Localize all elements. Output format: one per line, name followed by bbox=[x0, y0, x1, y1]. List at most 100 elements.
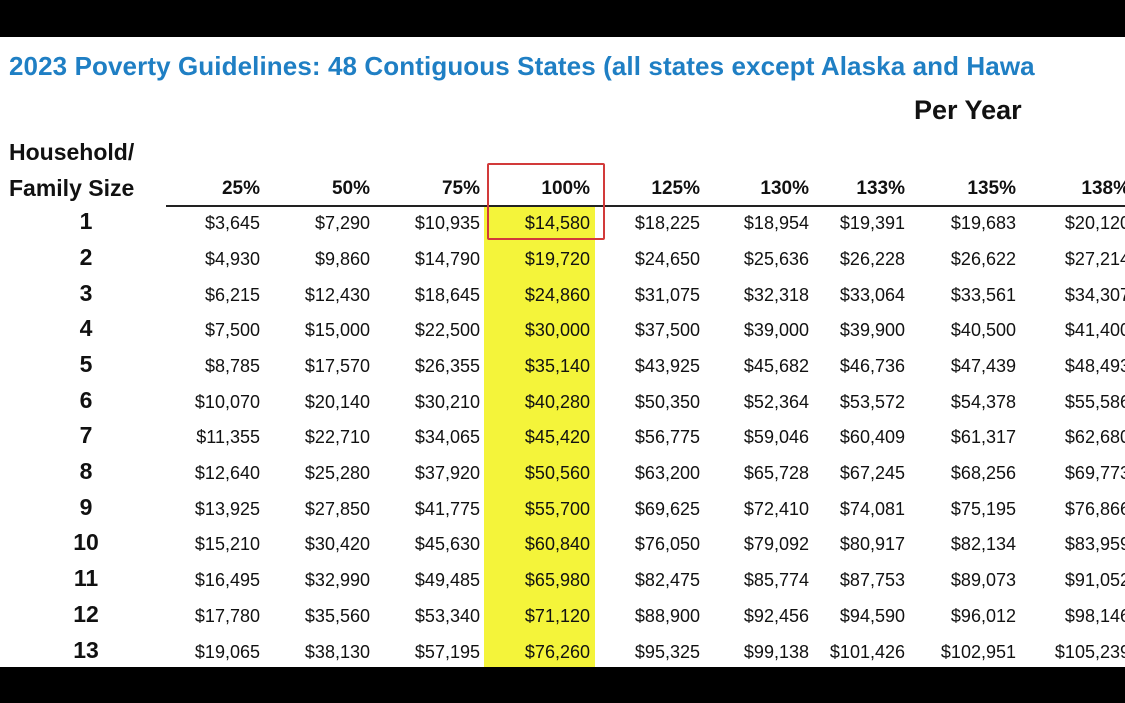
spreadsheet-view: 2023 Poverty Guidelines: 48 Contiguous S… bbox=[0, 37, 1125, 667]
table-cell: $34,307 bbox=[1064, 285, 1125, 305]
table-cell: $53,340 bbox=[414, 606, 480, 626]
table-cell: $35,140 bbox=[524, 356, 590, 376]
table-cell: $62,680 bbox=[1064, 427, 1125, 447]
table-cell: $48,493 bbox=[1064, 356, 1125, 376]
table-cell: $65,728 bbox=[743, 463, 809, 483]
table-cell: $33,561 bbox=[950, 285, 1016, 305]
table-cell: $83,959 bbox=[1064, 534, 1125, 554]
table-cell: $24,860 bbox=[524, 285, 590, 305]
table-cell: $53,572 bbox=[839, 392, 905, 412]
table-cell: $32,990 bbox=[304, 570, 370, 590]
table-cell: $8,785 bbox=[204, 356, 260, 376]
table-cell: $80,917 bbox=[839, 534, 905, 554]
table-cell: $59,046 bbox=[743, 427, 809, 447]
table-cell: $17,780 bbox=[194, 606, 260, 626]
family-size-cell: 4 bbox=[79, 315, 93, 341]
table-cell: $69,625 bbox=[634, 499, 700, 519]
table-cell: $27,214 bbox=[1064, 249, 1125, 269]
table-cell: $19,720 bbox=[524, 249, 590, 269]
table-cell: $71,120 bbox=[524, 606, 590, 626]
page-title: 2023 Poverty Guidelines: 48 Contiguous S… bbox=[9, 51, 1035, 81]
table-cell: $22,710 bbox=[304, 427, 370, 447]
table-cell: $25,636 bbox=[743, 249, 809, 269]
table-cell: $40,500 bbox=[950, 320, 1016, 340]
table-cell: $18,954 bbox=[743, 213, 809, 233]
table-cell: $54,378 bbox=[950, 392, 1016, 412]
table-cell: $65,980 bbox=[524, 570, 590, 590]
header-rule bbox=[166, 205, 1125, 207]
table-cell: $15,000 bbox=[304, 320, 370, 340]
table-cell: $38,130 bbox=[304, 642, 370, 662]
table-cell: $19,683 bbox=[950, 213, 1016, 233]
table-cell: $15,210 bbox=[194, 534, 260, 554]
table-cell: $19,065 bbox=[194, 642, 260, 662]
table-cell: $102,951 bbox=[940, 642, 1016, 662]
table-cell: $10,070 bbox=[194, 392, 260, 412]
table-cell: $31,075 bbox=[634, 285, 700, 305]
table-cell: $37,920 bbox=[414, 463, 480, 483]
table-cell: $33,064 bbox=[839, 285, 905, 305]
table-cell: $82,134 bbox=[950, 534, 1016, 554]
column-header: 130% bbox=[760, 178, 809, 199]
table-cell: $22,500 bbox=[414, 320, 480, 340]
per-year-label: Per Year bbox=[914, 95, 1022, 125]
table-cell: $32,318 bbox=[743, 285, 809, 305]
table-cell: $6,215 bbox=[204, 285, 260, 305]
family-size-cell: 3 bbox=[79, 280, 93, 306]
family-size-cell: 11 bbox=[73, 565, 99, 591]
table-cell: $45,682 bbox=[743, 356, 809, 376]
table-cell: $67,245 bbox=[839, 463, 905, 483]
table-cell: $55,700 bbox=[524, 499, 590, 519]
table-cell: $47,439 bbox=[950, 356, 1016, 376]
table-cell: $40,280 bbox=[524, 392, 590, 412]
table-cell: $55,586 bbox=[1064, 392, 1125, 412]
family-size-cell: 13 bbox=[73, 637, 99, 663]
table-cell: $41,400 bbox=[1064, 320, 1125, 340]
table-cell: $76,260 bbox=[524, 642, 590, 662]
table-cell: $96,012 bbox=[950, 606, 1016, 626]
table-cell: $82,475 bbox=[634, 570, 700, 590]
table-cell: $18,645 bbox=[414, 285, 480, 305]
table-cell: $95,325 bbox=[634, 642, 700, 662]
table-cell: $63,200 bbox=[634, 463, 700, 483]
table-cell: $43,925 bbox=[634, 356, 700, 376]
table-cell: $52,364 bbox=[743, 392, 809, 412]
table-cell: $16,495 bbox=[194, 570, 260, 590]
table-cell: $92,456 bbox=[743, 606, 809, 626]
row-header-line-1: Household/ bbox=[9, 139, 135, 165]
table-cell: $26,622 bbox=[950, 249, 1016, 269]
table-cell: $34,065 bbox=[414, 427, 480, 447]
table-cell: $20,140 bbox=[304, 392, 370, 412]
table-cell: $45,630 bbox=[414, 534, 480, 554]
table-cell: $56,775 bbox=[634, 427, 700, 447]
table-cell: $37,500 bbox=[634, 320, 700, 340]
table-cell: $57,195 bbox=[414, 642, 480, 662]
table-cell: $49,485 bbox=[414, 570, 480, 590]
table-cell: $60,409 bbox=[839, 427, 905, 447]
family-size-cell: 1 bbox=[79, 208, 93, 234]
family-size-cell: 12 bbox=[73, 601, 99, 627]
family-size-cell: 9 bbox=[79, 494, 93, 520]
table-cell: $74,081 bbox=[839, 499, 905, 519]
table-cell: $94,590 bbox=[839, 606, 905, 626]
table-cell: $91,052 bbox=[1064, 570, 1125, 590]
table-cell: $30,000 bbox=[524, 320, 590, 340]
table-cell: $50,560 bbox=[524, 463, 590, 483]
table-cell: $98,146 bbox=[1064, 606, 1125, 626]
family-size-cell: 5 bbox=[79, 351, 93, 377]
table-cell: $35,560 bbox=[304, 606, 370, 626]
table-cell: $72,410 bbox=[743, 499, 809, 519]
table-cell: $14,790 bbox=[414, 249, 480, 269]
table-cell: $105,239 bbox=[1054, 642, 1125, 662]
table-cell: $89,073 bbox=[950, 570, 1016, 590]
table-cell: $11,355 bbox=[196, 427, 260, 447]
table-cell: $10,935 bbox=[414, 213, 480, 233]
table-cell: $61,317 bbox=[950, 427, 1016, 447]
table-cell: $30,210 bbox=[414, 392, 480, 412]
table-cell: $20,120 bbox=[1064, 213, 1125, 233]
column-header: 75% bbox=[441, 178, 480, 199]
table-cell: $4,930 bbox=[204, 249, 260, 269]
table-cell: $27,850 bbox=[304, 499, 370, 519]
table-cell: $26,355 bbox=[414, 356, 480, 376]
family-size-cell: 2 bbox=[79, 244, 93, 270]
